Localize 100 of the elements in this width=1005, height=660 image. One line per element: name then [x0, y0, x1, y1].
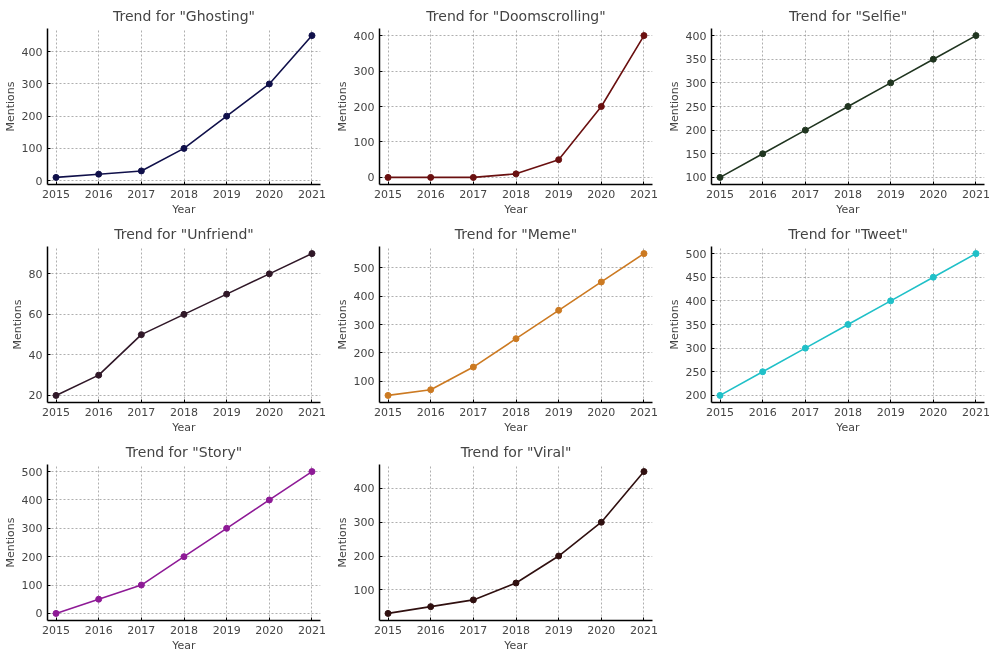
x-tick-label: 2015	[706, 405, 735, 419]
x-tick-label: 2015	[374, 405, 403, 419]
y-tick-label: 100	[353, 583, 375, 597]
y-tick-label: 0	[35, 174, 43, 188]
chart-title: Trend for "Unfriend"	[113, 225, 254, 242]
y-tick-label: 100	[685, 171, 707, 185]
y-tick-label: 200	[21, 110, 43, 124]
x-tick-label: 2019	[212, 187, 241, 201]
y-tick-label: 400	[353, 482, 375, 496]
chart-title: Trend for "Story"	[124, 443, 243, 460]
x-tick-label: 2018	[502, 405, 530, 419]
y-tick-label: 400	[353, 29, 375, 43]
y-axis-title: Mentions	[667, 81, 681, 132]
y-tick-label: 400	[21, 45, 43, 59]
y-tick-label: 300	[685, 76, 707, 90]
x-tick-label: 2016	[84, 623, 113, 637]
y-axis-title: Mentions	[667, 299, 681, 350]
x-tick-label: 2020	[587, 187, 616, 201]
chart-title: Trend for "Tweet"	[787, 225, 908, 242]
y-tick-label: 400	[685, 29, 707, 43]
y-tick-label: 200	[353, 346, 375, 360]
x-tick-label: 2019	[876, 187, 905, 201]
x-axis-title: Year	[835, 420, 861, 434]
y-axis-title: Mentions	[3, 517, 17, 568]
y-axis-title: Mentions	[3, 81, 17, 132]
y-tick-label: 500	[21, 465, 43, 479]
x-tick-label: 2017	[459, 187, 488, 201]
x-tick-label: 2020	[255, 187, 284, 201]
x-tick-label: 2021	[297, 623, 326, 637]
x-tick-label: 2018	[834, 187, 862, 201]
x-tick-label: 2015	[42, 187, 71, 201]
y-tick-label: 200	[21, 550, 43, 564]
x-axis-title: Year	[503, 420, 529, 434]
y-tick-label: 500	[685, 247, 707, 261]
x-tick-label: 2019	[544, 187, 573, 201]
y-tick-label: 40	[28, 348, 43, 362]
y-tick-label: 200	[685, 389, 707, 403]
y-tick-label: 100	[353, 375, 375, 389]
x-tick-label: 2017	[459, 623, 488, 637]
y-tick-label: 350	[685, 53, 707, 67]
chart-title: Trend for "Selfie"	[787, 7, 908, 24]
x-tick-label: 2019	[212, 623, 241, 637]
x-tick-label: 2020	[919, 405, 948, 419]
y-tick-label: 500	[353, 261, 375, 275]
x-tick-label: 2021	[297, 405, 326, 419]
y-axis-title: Mentions	[335, 81, 349, 132]
x-tick-label: 2017	[791, 187, 820, 201]
y-tick-label: 400	[685, 294, 707, 308]
x-tick-label: 2015	[374, 187, 403, 201]
x-tick-label: 2020	[255, 405, 284, 419]
x-axis-title: Year	[835, 202, 861, 216]
y-tick-label: 300	[21, 77, 43, 91]
x-tick-label: 2016	[416, 623, 445, 637]
chart-title: Trend for "Ghosting"	[111, 7, 256, 24]
x-tick-label: 2019	[876, 405, 905, 419]
x-tick-label: 2021	[629, 623, 658, 637]
y-tick-label: 200	[353, 100, 375, 114]
x-tick-label: 2016	[748, 405, 777, 419]
y-tick-label: 450	[685, 271, 707, 285]
x-tick-label: 2015	[42, 405, 71, 419]
x-tick-label: 2019	[544, 405, 573, 419]
x-axis-title: Year	[171, 420, 197, 434]
y-axis-title: Mentions	[335, 517, 349, 568]
y-tick-label: 100	[21, 142, 43, 156]
x-tick-label: 2021	[297, 187, 326, 201]
x-axis-title: Year	[171, 638, 197, 652]
x-axis-title: Year	[503, 638, 529, 652]
x-tick-label: 2016	[84, 405, 113, 419]
y-tick-label: 400	[21, 493, 43, 507]
x-tick-label: 2017	[127, 187, 156, 201]
x-tick-label: 2017	[127, 405, 156, 419]
x-tick-label: 2019	[544, 623, 573, 637]
y-tick-label: 350	[685, 318, 707, 332]
y-tick-label: 200	[685, 124, 707, 138]
x-tick-label: 2016	[416, 405, 445, 419]
x-tick-label: 2016	[748, 187, 777, 201]
y-tick-label: 150	[685, 147, 707, 161]
y-tick-label: 80	[28, 267, 43, 281]
y-tick-label: 0	[367, 171, 375, 185]
x-tick-label: 2015	[374, 623, 403, 637]
y-tick-label: 20	[28, 389, 43, 403]
y-axis-title: Mentions	[10, 299, 24, 350]
y-tick-label: 300	[353, 318, 375, 332]
x-tick-label: 2020	[587, 405, 616, 419]
x-tick-label: 2018	[170, 405, 198, 419]
x-tick-label: 2020	[587, 623, 616, 637]
x-tick-label: 2018	[170, 187, 198, 201]
x-tick-label: 2015	[42, 623, 71, 637]
x-tick-label: 2015	[706, 187, 735, 201]
x-tick-label: 2021	[961, 187, 990, 201]
chart-title: Trend for "Doomscrolling"	[425, 7, 606, 24]
x-tick-label: 2020	[255, 623, 284, 637]
x-tick-label: 2020	[919, 187, 948, 201]
x-tick-label: 2021	[961, 405, 990, 419]
y-tick-label: 300	[353, 65, 375, 79]
x-tick-label: 2018	[502, 623, 530, 637]
y-tick-label: 100	[21, 579, 43, 593]
x-axis-title: Year	[171, 202, 197, 216]
x-tick-label: 2017	[791, 405, 820, 419]
y-tick-label: 300	[353, 516, 375, 530]
